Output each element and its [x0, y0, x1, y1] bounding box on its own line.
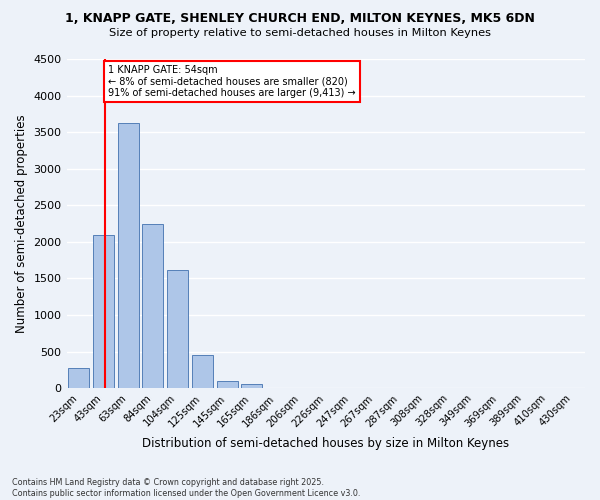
- Text: Size of property relative to semi-detached houses in Milton Keynes: Size of property relative to semi-detach…: [109, 28, 491, 38]
- Bar: [241, 384, 262, 388]
- Text: Contains HM Land Registry data © Crown copyright and database right 2025.
Contai: Contains HM Land Registry data © Crown c…: [12, 478, 361, 498]
- Y-axis label: Number of semi-detached properties: Number of semi-detached properties: [15, 114, 28, 333]
- Bar: [118, 124, 139, 388]
- Bar: [68, 368, 89, 388]
- X-axis label: Distribution of semi-detached houses by size in Milton Keynes: Distribution of semi-detached houses by …: [142, 437, 509, 450]
- Text: 1 KNAPP GATE: 54sqm
← 8% of semi-detached houses are smaller (820)
91% of semi-d: 1 KNAPP GATE: 54sqm ← 8% of semi-detache…: [109, 65, 356, 98]
- Bar: [93, 234, 114, 388]
- Bar: [142, 224, 163, 388]
- Bar: [217, 381, 238, 388]
- Text: 1, KNAPP GATE, SHENLEY CHURCH END, MILTON KEYNES, MK5 6DN: 1, KNAPP GATE, SHENLEY CHURCH END, MILTO…: [65, 12, 535, 26]
- Bar: [167, 270, 188, 388]
- Bar: [192, 356, 213, 388]
